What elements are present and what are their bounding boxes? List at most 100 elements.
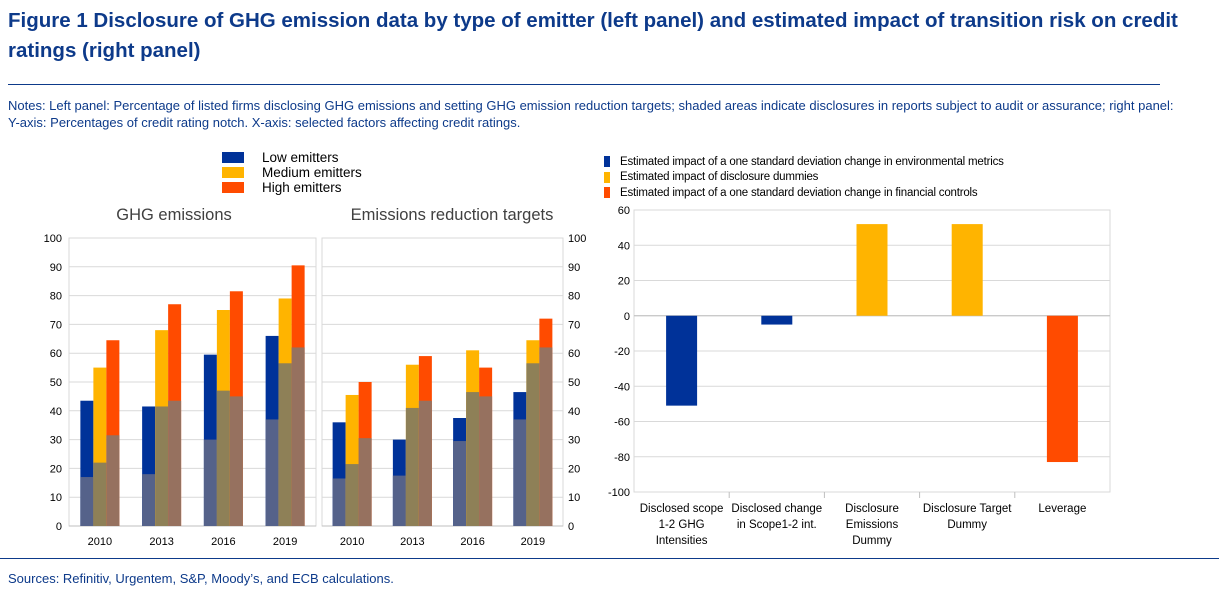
y-tick-label: 50 — [50, 377, 62, 389]
x-tick-label: Disclosure Target — [923, 503, 1012, 515]
y-tick-label: 40 — [50, 406, 62, 418]
y-tick-label: -20 — [614, 346, 630, 358]
x-tick-label: Emissions — [846, 519, 899, 531]
bar-audited-medium — [155, 406, 169, 526]
y-tick-label: 60 — [568, 348, 580, 360]
y-tick-label: 50 — [568, 377, 580, 389]
y-tick-label: 20 — [50, 463, 62, 475]
bar-audited-medium — [466, 392, 480, 526]
bar-audited-high — [358, 438, 372, 526]
y-tick-label: 10 — [50, 492, 62, 504]
x-tick-label: 1-2 GHG — [659, 519, 705, 531]
footer-divider — [0, 558, 1219, 559]
x-tick-label: 2019 — [521, 536, 545, 548]
legend-label-medium: Medium emitters — [262, 165, 362, 180]
legend-swatch-medium — [222, 167, 244, 178]
bar-disclosure — [856, 224, 888, 316]
x-tick-label: Disclosed scope — [640, 503, 724, 515]
x-tick-label: 2019 — [273, 536, 297, 548]
legend-item-high: High emitters — [222, 180, 362, 195]
y-tick-label: 0 — [624, 311, 630, 323]
legend-label-financial: Estimated impact of a one standard devia… — [620, 186, 978, 199]
y-tick-label: 40 — [568, 406, 580, 418]
x-tick-label: Dummy — [947, 519, 987, 531]
x-tick-label: 2013 — [400, 536, 424, 548]
x-tick-label: 2016 — [211, 536, 235, 548]
panel-title: Emissions reduction targets — [351, 206, 554, 224]
bar-financial — [1046, 315, 1078, 463]
y-tick-label: 90 — [50, 262, 62, 274]
x-tick-label: 2016 — [460, 536, 484, 548]
legend-label-environmental: Estimated impact of a one standard devia… — [620, 155, 1004, 168]
legend-item-environmental: Estimated impact of a one standard devia… — [604, 154, 1004, 170]
legend-item-low: Low emitters — [222, 150, 362, 165]
legend-swatch-environmental — [604, 156, 610, 168]
bar-audited-high — [418, 400, 432, 526]
bar-audited-high — [229, 396, 243, 526]
bar-audited-high — [539, 347, 553, 526]
y-tick-label: 100 — [44, 233, 62, 245]
bar-audited-high — [479, 396, 493, 526]
bar-audited-medium — [216, 390, 230, 526]
figure-sources: Sources: Refinitiv, Urgentem, S&P, Moody… — [8, 571, 394, 586]
bar-audited-medium — [345, 464, 359, 526]
bar-audited-low — [265, 419, 279, 526]
bar-environmental — [761, 315, 793, 325]
y-tick-label: 80 — [50, 291, 62, 303]
bar-audited-high — [106, 435, 120, 526]
legend-item-financial: Estimated impact of a one standard devia… — [604, 185, 1004, 201]
bar-audited-medium — [526, 363, 540, 526]
bar-audited-medium — [278, 363, 292, 526]
panel-title: GHG emissions — [116, 206, 232, 224]
bar-audited-high — [168, 400, 182, 526]
x-tick-label: Intensities — [656, 535, 708, 547]
legend-swatch-financial — [604, 187, 610, 199]
y-tick-label: -100 — [608, 487, 630, 499]
y-tick-label: 20 — [568, 463, 580, 475]
y-tick-label: 70 — [568, 319, 580, 331]
bar-environmental — [666, 315, 698, 406]
y-tick-label: 40 — [618, 240, 630, 252]
title-divider — [8, 84, 1160, 85]
bar-audited-high — [291, 347, 305, 526]
x-tick-label: Disclosed change — [731, 503, 822, 515]
legend-swatch-high — [222, 182, 244, 193]
y-tick-label: 80 — [568, 291, 580, 303]
bar-disclosure — [951, 224, 983, 316]
x-tick-label: Leverage — [1038, 503, 1086, 515]
bar-audited-low — [453, 441, 467, 526]
bar-audited-medium — [405, 407, 419, 526]
y-tick-label: 90 — [568, 262, 580, 274]
legend-swatch-low — [222, 152, 244, 163]
y-tick-label: 30 — [568, 435, 580, 447]
x-tick-label: 2010 — [88, 536, 112, 548]
y-tick-label: 100 — [568, 233, 586, 245]
y-tick-label: 70 — [50, 319, 62, 331]
y-tick-label: -40 — [614, 381, 630, 393]
x-tick-label: in Scope1-2 int. — [737, 519, 817, 531]
legend-label-disclosure: Estimated impact of disclosure dummies — [620, 171, 819, 184]
x-tick-label: 2013 — [149, 536, 173, 548]
bar-audited-low — [392, 475, 406, 526]
x-tick-label: 2010 — [340, 536, 364, 548]
y-tick-label: 10 — [568, 492, 580, 504]
bar-audited-low — [513, 419, 527, 526]
x-tick-label: Dummy — [852, 535, 892, 547]
right-legend: Estimated impact of a one standard devia… — [604, 154, 1004, 201]
legend-label-low: Low emitters — [262, 150, 339, 165]
legend-item-disclosure: Estimated impact of disclosure dummies — [604, 170, 1004, 186]
y-tick-label: 30 — [50, 435, 62, 447]
y-tick-label: 20 — [618, 276, 630, 288]
y-tick-label: -60 — [614, 417, 630, 429]
y-tick-label: 0 — [56, 521, 62, 533]
legend-item-medium: Medium emitters — [222, 165, 362, 180]
y-tick-label: 60 — [50, 348, 62, 360]
figure-notes: Notes: Left panel: Percentage of listed … — [8, 98, 1174, 130]
bar-audited-low — [80, 477, 94, 526]
bar-audited-low — [142, 474, 156, 526]
legend-label-high: High emitters — [262, 180, 342, 195]
bar-audited-low — [203, 439, 217, 526]
bar-audited-low — [332, 478, 346, 526]
bar-audited-medium — [93, 462, 107, 526]
